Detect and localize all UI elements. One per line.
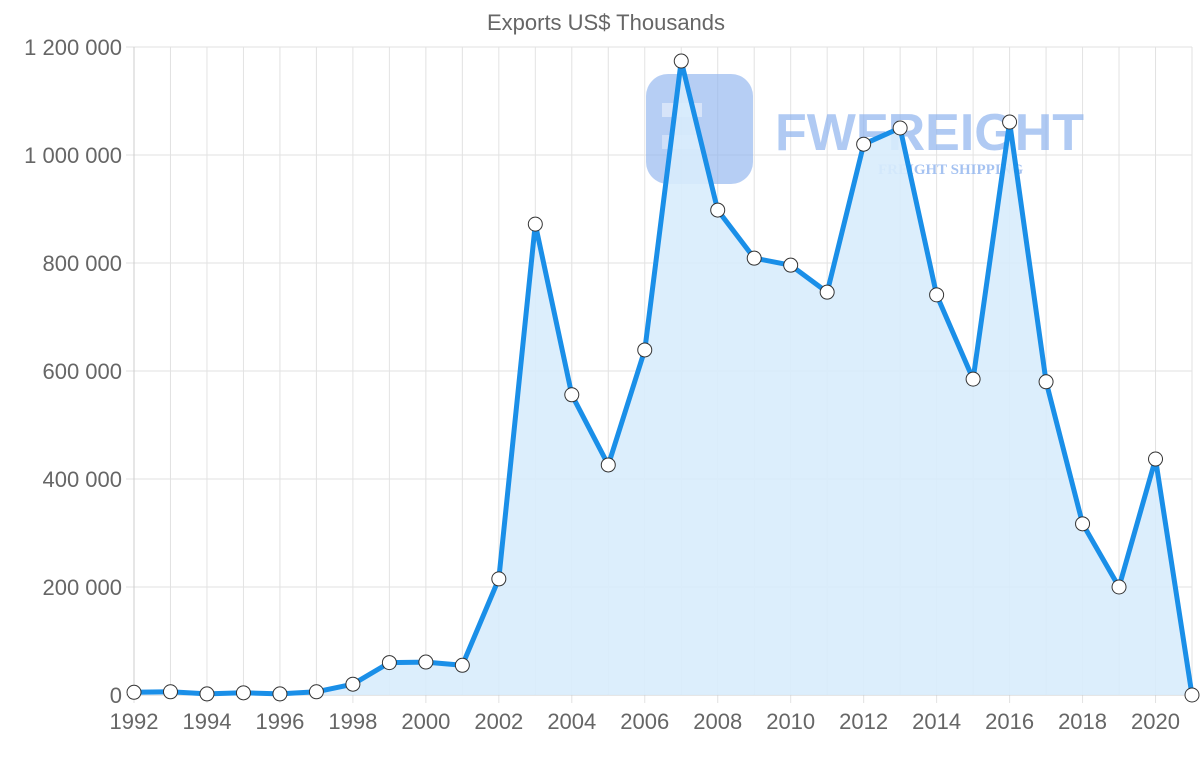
data-point[interactable] (600, 457, 616, 473)
data-point[interactable] (965, 371, 981, 387)
x-tick-label: 2020 (1131, 709, 1180, 734)
data-point[interactable] (929, 287, 945, 303)
data-point[interactable] (1002, 114, 1018, 130)
y-tick-label: 1 000 000 (24, 143, 122, 168)
y-tick-label: 1 200 000 (24, 35, 122, 60)
data-point[interactable] (491, 571, 507, 587)
data-point[interactable] (381, 655, 397, 671)
data-point[interactable] (235, 685, 251, 701)
data-point[interactable] (418, 654, 434, 670)
data-point[interactable] (819, 284, 835, 300)
x-tick-label: 1998 (328, 709, 377, 734)
chart-title: Exports US$ Thousands (487, 10, 725, 35)
x-tick-label: 2004 (547, 709, 596, 734)
x-tick-label: 2014 (912, 709, 961, 734)
y-tick-label: 200 000 (42, 575, 122, 600)
watermark-brand: FWFREIGHT (775, 104, 1084, 162)
y-tick-label: 400 000 (42, 467, 122, 492)
x-tick-label: 2016 (985, 709, 1034, 734)
x-tick-label: 1996 (255, 709, 304, 734)
y-axis-ticks: 0 200 000 400 000 600 000 800 000 1 000 000 1 … (24, 35, 122, 708)
watermark-tagline: FREIGHT SHIPPING (878, 162, 1023, 178)
x-tick-label: 2008 (693, 709, 742, 734)
data-point[interactable] (783, 257, 799, 273)
data-point[interactable] (527, 216, 543, 232)
data-point[interactable] (710, 202, 726, 218)
x-tick-label: 2010 (766, 709, 815, 734)
data-point[interactable] (1038, 374, 1054, 390)
data-points (126, 53, 1200, 703)
x-tick-label: 2018 (1058, 709, 1107, 734)
data-point[interactable] (162, 684, 178, 700)
x-tick-label: 2002 (474, 709, 523, 734)
data-point[interactable] (272, 686, 288, 702)
data-point[interactable] (637, 342, 653, 358)
data-point[interactable] (1184, 687, 1200, 703)
data-point[interactable] (856, 136, 872, 152)
x-tick-label: 2000 (401, 709, 450, 734)
data-point[interactable] (345, 676, 361, 692)
data-point[interactable] (1111, 579, 1127, 595)
y-tick-label: 800 000 (42, 251, 122, 276)
x-tick-label: 2012 (839, 709, 888, 734)
area-fill (134, 61, 1192, 695)
data-point[interactable] (1148, 451, 1164, 467)
x-axis-ticks: 1992 1994 1996 1998 2000 2002 2004 2006 2008 2010… (110, 709, 1180, 734)
data-point[interactable] (454, 657, 470, 673)
y-tick-label: 600 000 (42, 359, 122, 384)
data-point[interactable] (308, 684, 324, 700)
data-point[interactable] (126, 684, 142, 700)
data-point[interactable] (892, 120, 908, 136)
data-point[interactable] (564, 387, 580, 403)
data-point[interactable] (673, 53, 689, 69)
x-tick-label: 2006 (620, 709, 669, 734)
y-tick-label: 0 (110, 683, 122, 708)
x-tick-label: 1994 (182, 709, 231, 734)
data-point[interactable] (199, 686, 215, 702)
x-tick-label: 1992 (110, 709, 159, 734)
data-point[interactable] (1075, 516, 1091, 532)
data-point[interactable] (746, 250, 762, 266)
